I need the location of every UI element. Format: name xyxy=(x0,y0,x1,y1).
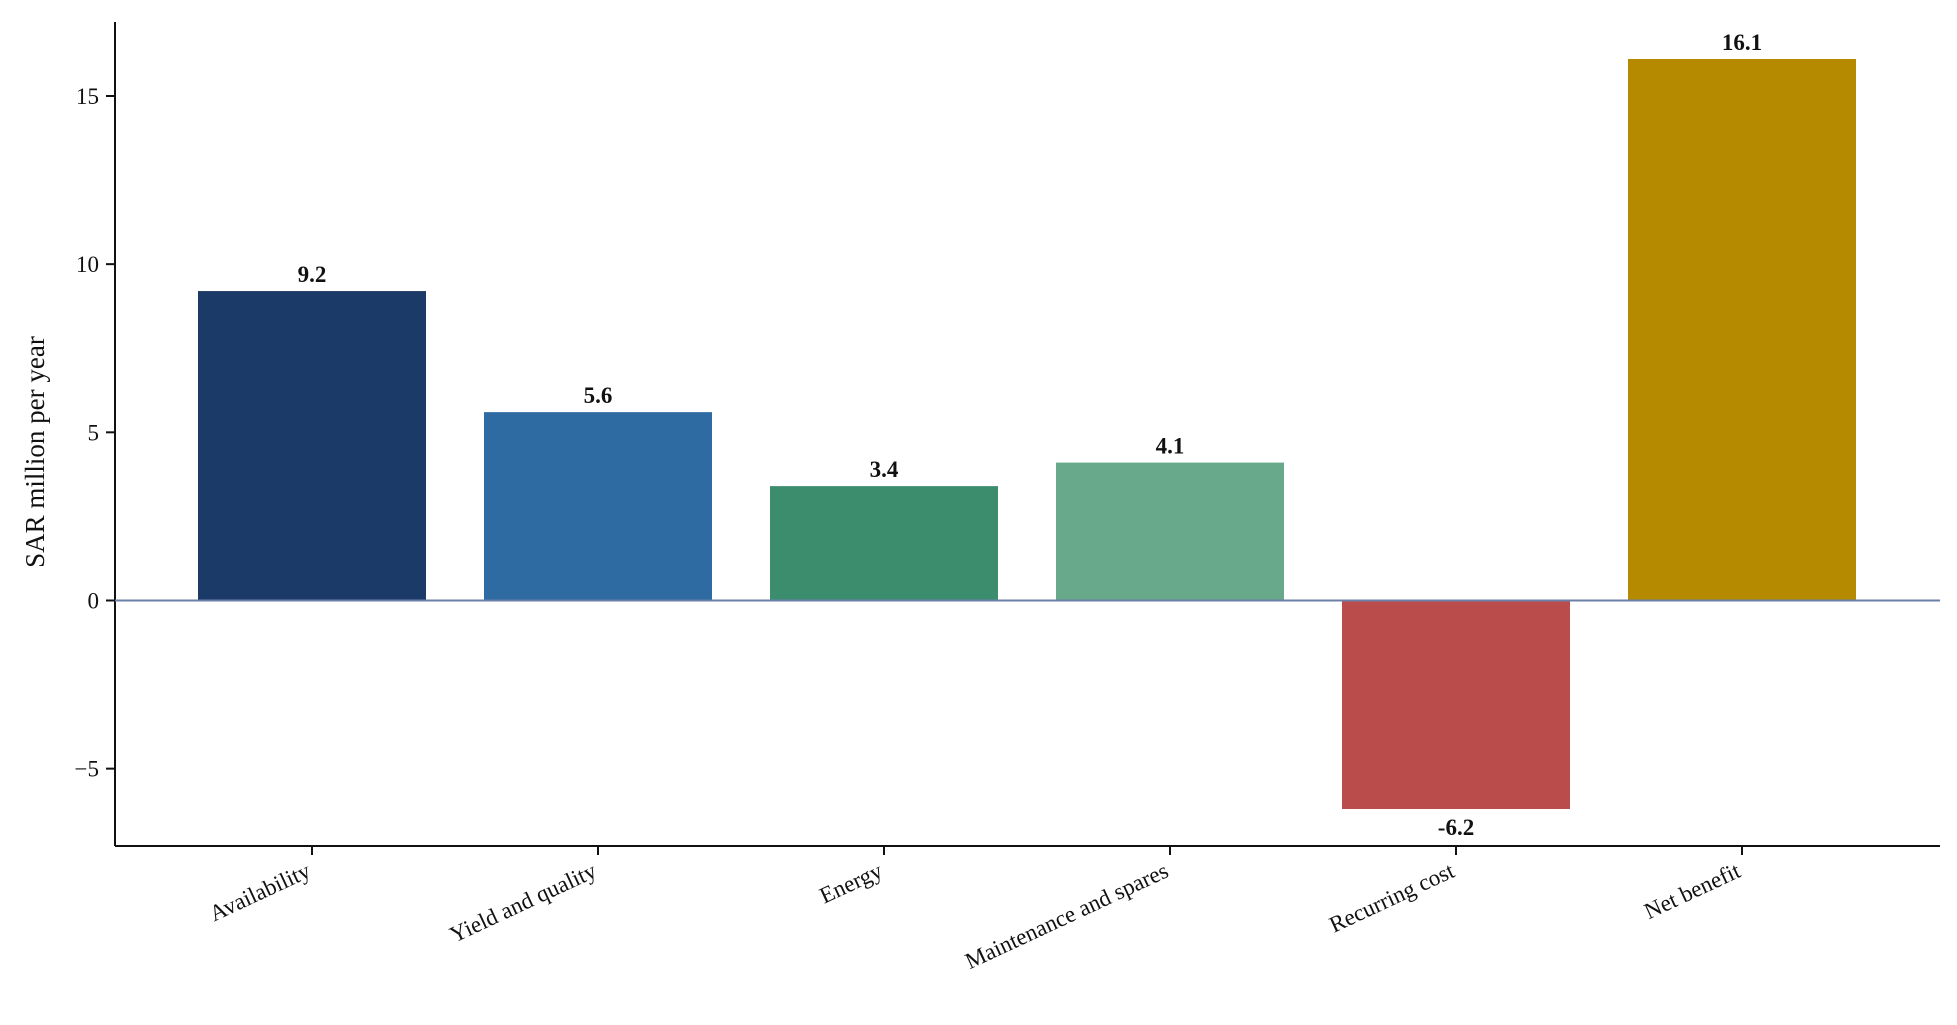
x-tick-label: Availability xyxy=(206,858,315,927)
value-labels-group: 9.2 5.6 3.4 4.1 -6.2 16.1 xyxy=(298,30,1763,840)
data-label: 9.2 xyxy=(298,262,327,287)
x-tick-label: Maintenance and spares xyxy=(961,858,1172,974)
bar xyxy=(484,412,712,601)
bar xyxy=(198,291,426,601)
data-label: 5.6 xyxy=(584,383,613,408)
y-tick-label: −5 xyxy=(75,757,99,782)
x-tick-label: Energy xyxy=(816,858,887,909)
y-axis: −5 0 5 10 15 xyxy=(75,22,116,846)
bar xyxy=(1056,462,1284,601)
bars-group xyxy=(115,58,1940,810)
data-label: -6.2 xyxy=(1438,815,1474,840)
y-tick-label: 15 xyxy=(76,84,99,109)
bar xyxy=(1628,58,1856,601)
data-label: 16.1 xyxy=(1722,30,1762,55)
bar xyxy=(770,486,998,601)
x-tick-label: Net benefit xyxy=(1640,858,1744,924)
x-tick-label: Yield and quality xyxy=(446,858,601,948)
y-axis-title: SAR million per year xyxy=(20,336,50,568)
x-tick-label: Recurring cost xyxy=(1325,858,1458,938)
data-label: 4.1 xyxy=(1156,434,1185,459)
data-label: 3.4 xyxy=(870,457,899,482)
bar xyxy=(1342,600,1570,810)
y-tick-label: 5 xyxy=(88,420,100,445)
x-axis: Availability Yield and quality Energy Maint… xyxy=(115,845,1940,974)
y-tick-label: 10 xyxy=(76,252,99,277)
y-tick-label: 0 xyxy=(88,588,100,613)
